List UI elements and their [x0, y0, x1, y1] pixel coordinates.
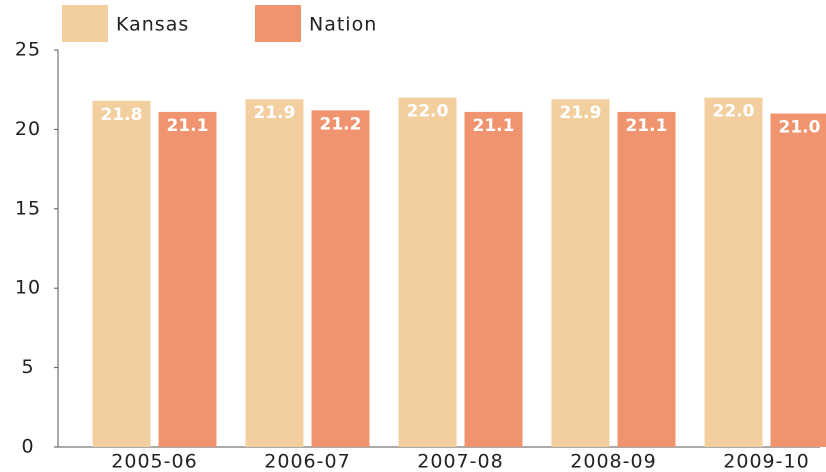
- x-tick-label: 2009-10: [723, 451, 809, 472]
- bar: [398, 97, 457, 447]
- bar: [158, 111, 217, 447]
- y-tick-label: 20: [15, 118, 41, 140]
- legend-label: Kansas: [116, 14, 189, 36]
- bar: [770, 113, 826, 448]
- bar: [617, 111, 676, 447]
- bar: [464, 111, 523, 447]
- x-tick-label: 2007-08: [417, 451, 503, 472]
- legend-swatch: [62, 5, 108, 42]
- bar: [551, 99, 610, 447]
- y-tick-label: 10: [15, 277, 41, 299]
- value-label: 21.1: [167, 116, 209, 136]
- value-label: 21.2: [320, 114, 362, 134]
- value-label: 21.9: [560, 103, 602, 123]
- value-label: 22.0: [407, 102, 449, 122]
- bar: [704, 97, 763, 447]
- y-tick-label: 0: [21, 436, 34, 458]
- x-tick-label: 2008-09: [570, 451, 656, 472]
- y-tick-label: 5: [21, 356, 34, 378]
- value-label: 21.9: [254, 103, 296, 123]
- value-label: 21.0: [779, 118, 821, 138]
- bar: [311, 110, 370, 448]
- value-label: 21.1: [473, 116, 515, 136]
- x-tick-label: 2006-07: [264, 451, 350, 472]
- y-tick-label: 25: [15, 39, 41, 61]
- y-tick-label: 15: [15, 197, 41, 219]
- bar: [92, 100, 151, 447]
- bar: [245, 99, 304, 447]
- value-label: 22.0: [713, 102, 755, 122]
- value-label: 21.1: [626, 116, 668, 136]
- legend-swatch: [255, 5, 301, 42]
- x-tick-label: 2005-06: [111, 451, 197, 472]
- legend-label: Nation: [309, 14, 377, 36]
- value-label: 21.8: [101, 105, 143, 125]
